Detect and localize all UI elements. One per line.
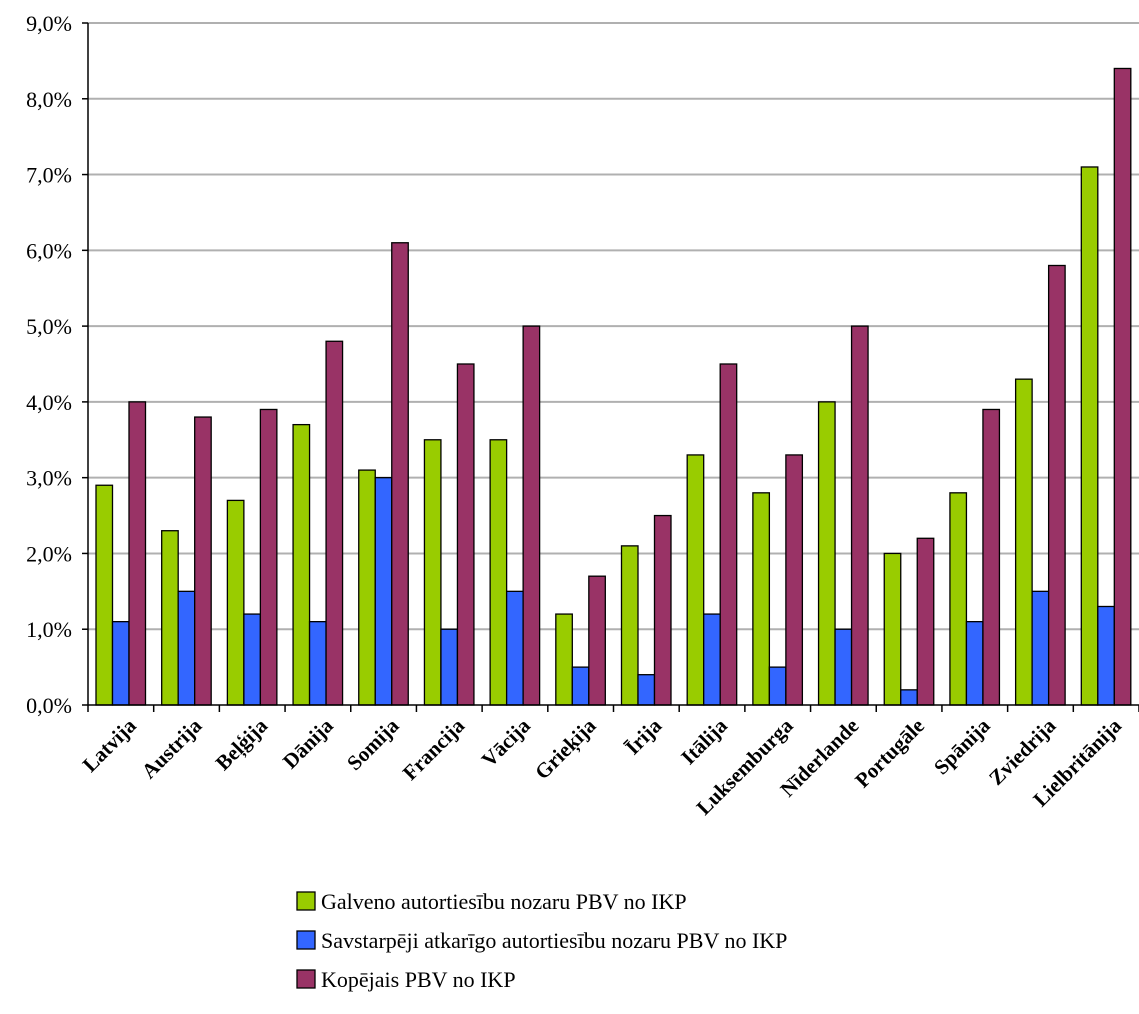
y-tick-label: 6,0% xyxy=(26,238,72,263)
legend-label: Kopējais PBV no IKP xyxy=(321,967,516,992)
y-tick-label: 3,0% xyxy=(26,466,72,491)
legend: Galveno autortiesību nozaru PBV no IKP Sa… xyxy=(296,889,787,992)
y-tick-label: 9,0% xyxy=(26,11,72,36)
bar xyxy=(883,552,902,706)
axes xyxy=(82,22,1139,712)
bar xyxy=(440,628,459,706)
y-tick-label: 1,0% xyxy=(26,617,72,642)
bars xyxy=(95,67,1132,706)
bar xyxy=(177,590,196,706)
bar xyxy=(308,620,327,706)
bar xyxy=(900,689,918,706)
legend-swatch xyxy=(296,969,316,989)
bar xyxy=(1080,166,1099,706)
bar xyxy=(161,530,179,706)
y-tick-label: 4,0% xyxy=(26,390,72,415)
y-tick-label: 0,0% xyxy=(26,693,72,718)
x-category-label: Itālija xyxy=(676,713,732,769)
bar xyxy=(489,439,508,706)
bar xyxy=(1031,590,1050,706)
y-tick-label: 2,0% xyxy=(26,541,72,566)
bar xyxy=(785,454,804,706)
y-tick-label: 5,0% xyxy=(26,314,72,339)
bar xyxy=(817,401,836,706)
gridlines xyxy=(88,22,1139,631)
x-category-label: Austrija xyxy=(137,713,207,783)
bar xyxy=(95,484,114,706)
x-category-label: Dānija xyxy=(278,713,338,773)
bar xyxy=(965,620,984,706)
bar xyxy=(259,408,278,706)
x-category-label: Īrija xyxy=(620,713,666,759)
bar xyxy=(522,325,541,706)
bar xyxy=(555,613,573,706)
bar xyxy=(243,613,262,706)
bar xyxy=(1014,378,1033,706)
legend-label: Savstarpēji atkarīgo autortiesību nozaru… xyxy=(321,928,787,953)
bar xyxy=(1113,67,1132,706)
y-axis-tick-labels: 0,0% 1,0% 2,0% 3,0% 4,0% 5,0% 6,0% 7,0% 8,0% 9,0% xyxy=(26,11,72,718)
bar xyxy=(752,492,771,706)
bar xyxy=(128,401,147,706)
bar xyxy=(703,613,721,706)
x-category-label: Beļģija xyxy=(211,713,274,776)
legend-label: Galveno autortiesību nozaru PBV no IKP xyxy=(321,889,687,914)
bar xyxy=(637,674,656,706)
bar xyxy=(949,492,968,706)
bar xyxy=(916,537,935,706)
bar xyxy=(620,545,639,706)
x-category-label: Vācija xyxy=(477,713,536,772)
y-tick-label: 8,0% xyxy=(26,87,72,112)
bar xyxy=(374,477,393,706)
bar xyxy=(325,340,344,706)
bar xyxy=(226,499,245,706)
legend-swatch xyxy=(296,930,316,950)
bar xyxy=(358,469,376,706)
x-category-label: Spānija xyxy=(929,713,995,779)
bar xyxy=(653,514,672,706)
bar xyxy=(391,242,409,706)
x-category-label: Portugāle xyxy=(850,714,929,793)
bar xyxy=(292,423,311,706)
bar xyxy=(834,628,853,706)
bar xyxy=(1097,605,1115,706)
bar xyxy=(111,620,130,706)
x-category-label: Grieķija xyxy=(530,713,602,785)
bar xyxy=(588,575,606,706)
bar xyxy=(505,590,524,706)
bar xyxy=(1047,264,1066,706)
bar xyxy=(194,416,212,706)
bar xyxy=(850,325,869,706)
bar xyxy=(982,408,1001,706)
y-tick-label: 7,0% xyxy=(26,163,72,188)
bar xyxy=(456,363,475,706)
legend-swatch xyxy=(296,891,316,911)
bar xyxy=(686,454,705,706)
bar xyxy=(423,439,442,706)
bar xyxy=(571,666,590,706)
bar xyxy=(768,666,787,706)
bar xyxy=(719,363,738,706)
x-category-label: Somija xyxy=(342,713,404,775)
x-category-label: Latvija xyxy=(78,713,142,777)
x-category-label: Francija xyxy=(398,713,470,785)
